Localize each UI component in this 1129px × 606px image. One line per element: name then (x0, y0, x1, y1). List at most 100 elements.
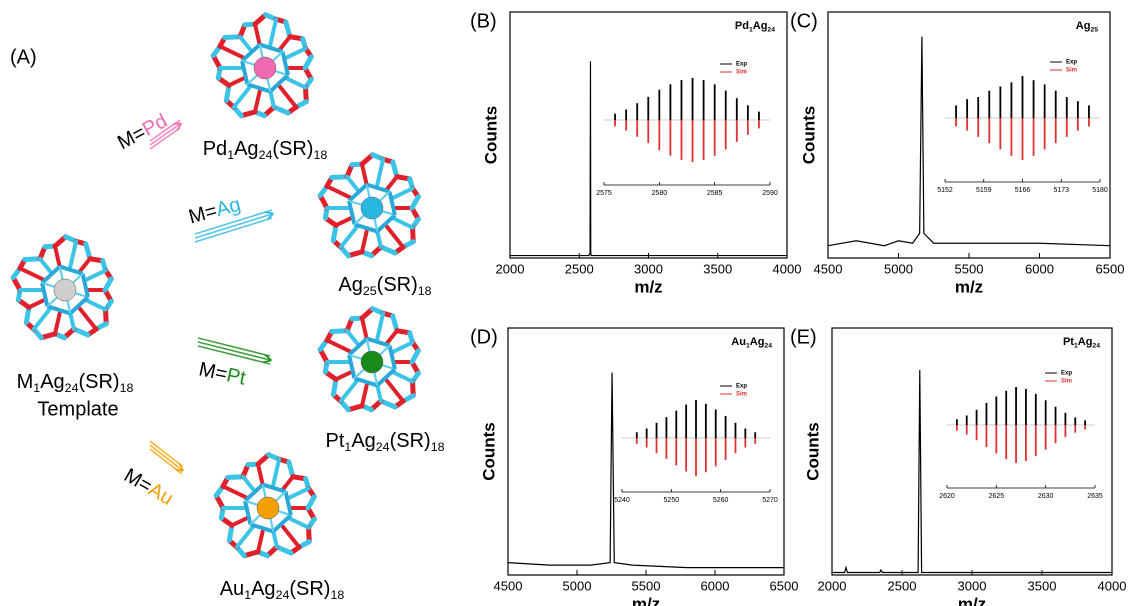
inset-x-tick-label: 5180 (1092, 187, 1108, 194)
bond (327, 340, 350, 351)
x-tick-label: 3000 (634, 261, 663, 276)
formula-subscript: 24 (764, 342, 772, 349)
bond (105, 279, 111, 290)
product-formula: Pt1Ag24(SR)18 (326, 430, 445, 454)
x-axis-label: m/z (632, 594, 660, 606)
y-axis-label: Counts (803, 422, 822, 481)
template-caption: Template (37, 398, 118, 420)
core-atom (361, 351, 383, 373)
bond (258, 531, 263, 551)
bond (255, 24, 260, 44)
bond (232, 518, 246, 525)
formula-subscript: 24 (276, 588, 290, 602)
reaction-label: M=Pd (114, 110, 171, 154)
formula-text: (SR) (78, 371, 119, 393)
formula-subscript: 18 (330, 588, 344, 602)
formula-subscript: 25 (1090, 26, 1098, 33)
legend-label: Sim (1061, 379, 1072, 385)
bond (412, 351, 418, 362)
bond (387, 227, 403, 247)
bond (273, 459, 279, 484)
bond (290, 488, 309, 497)
bond (412, 197, 418, 208)
reaction-arrow (198, 342, 270, 360)
cluster-structure (320, 309, 418, 410)
y-axis-label: Counts (479, 422, 498, 481)
x-tick-label: 4500 (814, 261, 843, 276)
bond (387, 177, 397, 190)
bond (362, 231, 367, 251)
bond (377, 313, 383, 338)
plot-frame (832, 328, 1112, 575)
x-tick-label: 3000 (958, 578, 987, 593)
bond (308, 497, 314, 508)
bond (40, 259, 50, 272)
bond (242, 45, 260, 61)
x-tick-label: 2000 (818, 578, 847, 593)
bond (290, 518, 309, 527)
bond (237, 527, 253, 547)
bond (387, 331, 397, 344)
bond (387, 381, 403, 401)
inset-x-tick-label: 2625 (989, 493, 1005, 500)
spectrum-title: Pt1Ag24 (1063, 336, 1100, 349)
spectrum-line (832, 370, 1112, 573)
inset-x-tick-label: 2575 (596, 190, 612, 197)
x-tick-label: 6000 (701, 578, 730, 593)
inset-x-tick-label: 2635 (1087, 493, 1103, 500)
y-axis-label: Counts (481, 106, 500, 165)
inset-x-tick-label: 2630 (1038, 493, 1054, 500)
x-tick-label: 5000 (884, 261, 913, 276)
bond (377, 231, 381, 247)
inset-x-tick-label: 2590 (762, 190, 778, 197)
formula-text: Au (220, 578, 244, 600)
reaction-label: M=Au (120, 465, 177, 510)
bond (20, 268, 43, 279)
bond (349, 185, 367, 201)
bond (283, 477, 293, 490)
core-atom (361, 197, 383, 219)
legend-label: Exp (1061, 371, 1072, 377)
x-tick-label: 2000 (496, 261, 525, 276)
bond (255, 91, 260, 111)
plot-frame (508, 328, 784, 575)
bond (29, 300, 43, 307)
reaction-arrow (150, 445, 182, 470)
bond (70, 297, 88, 313)
bond (243, 477, 253, 490)
bond (377, 385, 381, 401)
y-axis-label: Counts (799, 106, 818, 165)
bond (394, 188, 413, 197)
inset-x-tick-label: 2620 (939, 493, 955, 500)
bond (42, 267, 60, 283)
inset-x-tick-label: 5159 (976, 187, 992, 194)
formula-subscript: 18 (313, 148, 327, 162)
x-tick-label: 4500 (494, 578, 523, 593)
cluster-structure (13, 237, 111, 338)
formula-text: Ag (750, 336, 765, 348)
core-atom (254, 57, 276, 79)
bond (347, 177, 357, 190)
cluster-structure (213, 15, 311, 116)
x-axis-label: m/z (955, 277, 983, 296)
bond (327, 186, 350, 197)
bond (70, 241, 76, 266)
formula-subscript: 24 (767, 26, 775, 33)
inset-x-tick-label: 5166 (1015, 187, 1031, 194)
reaction-arrow (198, 338, 270, 356)
spectrum-line (510, 61, 787, 255)
bond (336, 372, 350, 379)
bond (377, 159, 383, 184)
formula-text: Ag (251, 578, 275, 600)
formula-text: Pt (326, 430, 345, 452)
x-tick-label: 5500 (955, 261, 984, 276)
legend-label: Exp (1066, 60, 1077, 66)
x-tick-label: 2500 (565, 261, 594, 276)
formula-text: (SR) (390, 430, 431, 452)
formula-text: (SR) (272, 138, 313, 160)
spectrum-title: Pd1Ag24 (735, 20, 775, 33)
bond (362, 164, 367, 184)
x-tick-label: 2500 (888, 578, 917, 593)
product-formula: Pd1Ag24(SR)18 (203, 138, 328, 162)
panel-label: (B) (470, 10, 497, 32)
